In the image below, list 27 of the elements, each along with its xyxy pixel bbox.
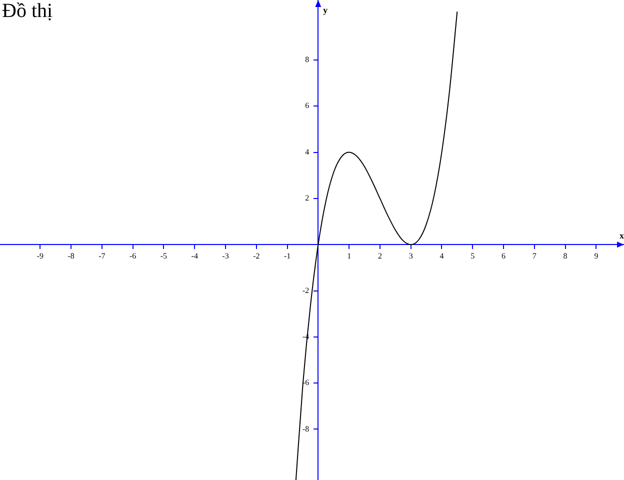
- x-tick-label: 1: [347, 252, 352, 261]
- x-tick-label: -3: [222, 252, 229, 261]
- x-tick-label: 7: [532, 252, 536, 261]
- y-tick-label: 4: [305, 147, 310, 156]
- x-tick-label: 9: [594, 252, 598, 261]
- x-tick-label: -7: [98, 252, 106, 261]
- x-tick-label: 8: [563, 252, 568, 261]
- x-tick-label: -6: [129, 252, 136, 261]
- x-tick-label: 6: [502, 252, 506, 261]
- y-tick-label: -8: [302, 424, 310, 434]
- y-axis-title: y: [323, 4, 328, 15]
- x-tick-label: -5: [160, 252, 168, 261]
- x-tick-label: -8: [68, 252, 74, 261]
- chart-title: Đồ thị: [2, 0, 53, 23]
- x-tick-label: -9: [36, 252, 44, 261]
- x-tick-label: -2: [253, 252, 260, 261]
- x-tick-label: -1: [284, 252, 291, 261]
- x-tick-label: 2: [378, 252, 382, 261]
- x-tick-label: -4: [191, 252, 198, 261]
- x-tick-label: 3: [408, 252, 413, 261]
- x-axis-title: x: [620, 230, 624, 240]
- y-tick-label: -2: [302, 286, 310, 295]
- y-tick-label: 2: [305, 194, 310, 203]
- y-tick-label: 6: [305, 101, 310, 110]
- x-tick-label: 5: [470, 252, 475, 261]
- x-tick-label: 4: [440, 252, 444, 261]
- y-tick-label: 8: [305, 55, 310, 64]
